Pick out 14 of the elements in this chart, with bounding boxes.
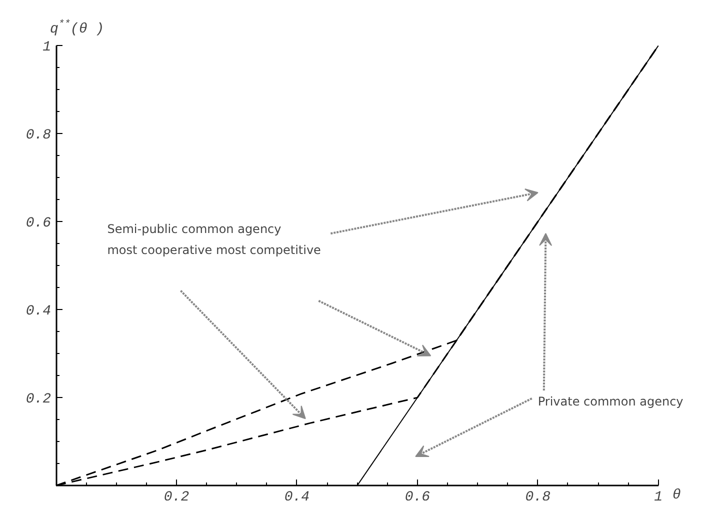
x-tick-label: 0.4 — [284, 490, 310, 506]
y-tick-label: 0.4 — [26, 304, 52, 320]
y-tick-label: 1 — [42, 40, 52, 56]
annotation: Private common agency — [538, 394, 684, 409]
y-tick-label: 0.8 — [26, 128, 52, 144]
y-tick-label: 0.6 — [26, 216, 52, 232]
y-axis-title: q**(θ ) — [50, 18, 104, 38]
x-tick-label: 0.8 — [525, 490, 550, 506]
x-axis-title: θ — [672, 488, 681, 504]
y-tick-label: 0.2 — [26, 392, 52, 408]
x-tick-label: 0.2 — [164, 490, 190, 506]
x-tick-label: 0.6 — [404, 490, 430, 506]
annotation: Semi-public common agency most cooperative most competitive — [107, 222, 321, 257]
x-tick-label: 1 — [654, 490, 663, 506]
